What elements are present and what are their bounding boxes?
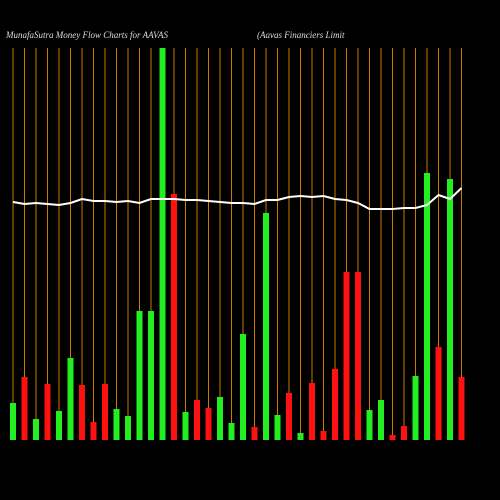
bar <box>67 358 74 440</box>
bar <box>320 431 327 440</box>
bar <box>412 376 419 440</box>
bar <box>171 194 177 440</box>
bar <box>309 383 315 440</box>
bar <box>136 311 143 440</box>
bar <box>217 397 223 440</box>
bar <box>33 419 39 440</box>
bar <box>332 369 338 440</box>
chart-title: MunafaSutra Money Flow Charts for AAVAS <box>5 30 168 40</box>
bar <box>228 423 235 440</box>
bar <box>343 272 350 440</box>
money-flow-line <box>12 187 463 210</box>
bar <box>401 426 407 440</box>
bar <box>286 393 292 440</box>
bar <box>90 422 97 440</box>
bar <box>458 377 465 440</box>
bar <box>424 173 430 440</box>
bar <box>21 377 28 440</box>
bar <box>79 385 85 440</box>
bar <box>435 347 442 440</box>
bar <box>125 416 131 440</box>
bar <box>366 410 373 440</box>
bar <box>251 427 258 440</box>
bar <box>182 412 189 440</box>
chart-subtitle: (Aavas Financiers Limit <box>257 30 345 40</box>
bar <box>10 403 16 440</box>
bar <box>240 334 246 440</box>
bar <box>355 272 361 440</box>
bar <box>159 48 166 440</box>
bar <box>113 409 120 440</box>
bar <box>389 435 396 440</box>
bar <box>447 179 453 440</box>
bar <box>194 400 200 440</box>
bar <box>56 411 62 440</box>
bar <box>297 433 304 440</box>
bar <box>263 213 269 440</box>
bar <box>44 384 51 440</box>
bar <box>102 384 108 440</box>
bar <box>274 415 281 440</box>
bar <box>378 400 384 440</box>
bar <box>205 408 212 440</box>
bar <box>148 311 154 440</box>
